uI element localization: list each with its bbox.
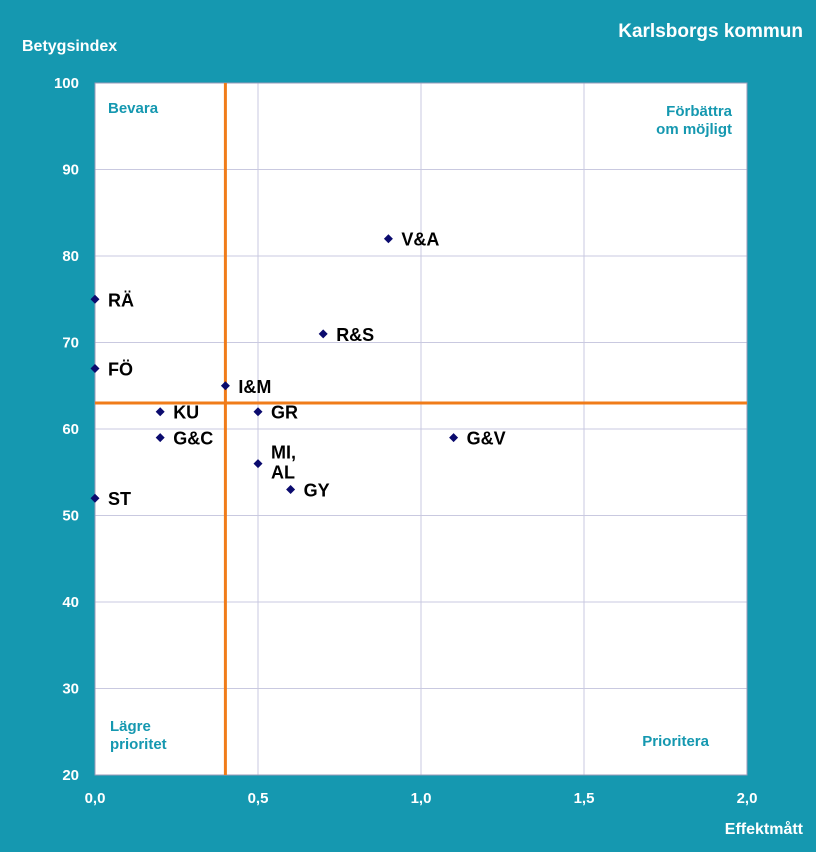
chart-title: Karlsborgs kommun [618,21,803,42]
y-tick-label: 40 [62,594,79,611]
data-point-label: I&M [238,377,271,397]
gridlines [94,82,748,776]
quadrant-label-prioritera-line: Prioritera [642,733,709,750]
quadrant-label-lagre-prioritet: Lägre prioritet [110,718,167,753]
data-point-label: ST [108,489,131,509]
data-point-label-line: KU [173,403,199,423]
data-point-marker [253,459,263,469]
quadrant-label-lagre-prioritet-line: prioritet [110,736,167,753]
y-tick-label: 20 [62,767,79,784]
data-point-label-line: R&S [336,325,374,345]
quadrant-label-bevara-line: Bevara [108,100,159,117]
y-tick-label: 60 [62,421,79,438]
data-point-label-line: I&M [238,377,271,397]
data-point-label-line: G&C [173,429,213,449]
data-point-label-line: RÄ [108,290,134,310]
reference-lines [95,83,747,775]
data-point-marker [155,407,165,417]
data-point-label: G&C [173,429,213,449]
data-point-label: FÖ [108,359,133,379]
plot-border [94,82,748,776]
x-axis-label: Effektmått [725,820,804,838]
x-tick-label: 0,0 [85,790,106,807]
quadrant-labels: Bevara Förbättra om möjligt Lägre prioritet P… [108,100,733,753]
x-tick-label: 1,5 [574,790,595,807]
data-point-marker [383,234,393,244]
data-point-marker [90,294,100,304]
data-points: V&A RÄ R&S FÖ I&M KU GR G&C G&V MI, AL GY ST [90,230,506,509]
data-point-label: MI, AL [271,443,296,483]
quadrant-label-forbattra-line: om möjligt [656,121,732,138]
quadrant-label-lagre-prioritet-line: Lägre [110,718,151,735]
data-point-label-line: GY [304,481,330,501]
data-point-marker [90,363,100,373]
quadrant-label-bevara: Bevara [108,100,159,117]
data-point-label: GR [271,403,298,423]
data-point-label-line: V&A [401,230,439,250]
y-tick-label: 100 [54,75,79,92]
data-point-label: RÄ [108,290,134,310]
x-tick-label: 1,0 [411,790,432,807]
quadrant-label-forbattra-line: Förbättra [666,103,732,120]
y-tick-label: 50 [62,508,79,525]
data-point-marker [286,485,296,495]
data-point-label: V&A [401,230,439,250]
x-tick-label: 2,0 [737,790,758,807]
data-point-label: KU [173,403,199,423]
data-point-label: GY [304,481,330,501]
x-tick-label: 0,5 [248,790,269,807]
data-point-marker [155,433,165,443]
data-point-marker [318,329,328,339]
data-point-label-line: AL [271,463,295,483]
data-point-marker [253,407,263,417]
data-point-marker [220,381,230,391]
data-point-label: R&S [336,325,374,345]
data-point-label: G&V [467,429,506,449]
data-point-marker [90,493,100,503]
data-point-label-line: G&V [467,429,506,449]
y-tick-label: 80 [62,248,79,265]
y-tick-label: 30 [62,681,79,698]
y-tick-label: 90 [62,162,79,179]
data-point-label-line: FÖ [108,359,133,379]
data-point-label-line: ST [108,489,131,509]
y-tick-label: 70 [62,335,79,352]
quadrant-label-prioritera: Prioritera [642,733,709,750]
data-point-marker [449,433,459,443]
data-point-label-line: MI, [271,443,296,463]
axis-ticks: 20 30 40 50 60 70 80 90 100 0,0 0,5 1,0 1,5 2,0 [54,75,757,807]
y-axis-label: Betygsindex [22,38,117,55]
data-point-label-line: GR [271,403,298,423]
quadrant-label-forbattra: Förbättra om möjligt [656,103,732,138]
